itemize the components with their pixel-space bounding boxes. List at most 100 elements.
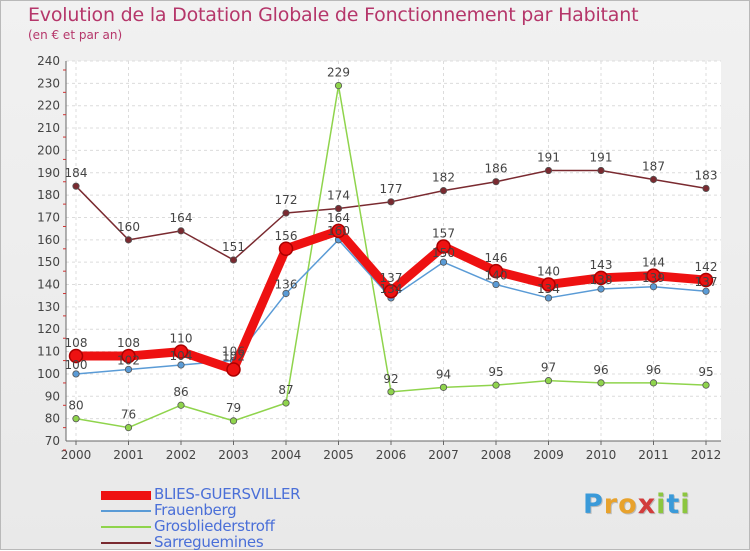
x-tick-label: 2000 (61, 448, 92, 462)
data-label-sarreguemines: 186 (485, 162, 508, 176)
data-point-frauenberg (492, 280, 500, 289)
y-tick-label: 190 (37, 166, 60, 180)
y-tick-label: 140 (37, 278, 60, 292)
data-label-blies-guersviller: 156 (275, 229, 298, 243)
data-point-frauenberg (72, 370, 80, 378)
y-tick-label: 180 (37, 188, 60, 202)
legend-swatch-sarreguemines (101, 542, 151, 544)
x-tick-label: 2008 (481, 448, 512, 462)
data-point-grosbliederstroff (544, 377, 553, 385)
x-tick-label: 2011 (638, 448, 669, 462)
y-tick-label: 70 (45, 434, 60, 448)
logo-letter: o (618, 489, 638, 520)
data-point-sarreguemines (702, 184, 710, 193)
data-point-sarreguemines (649, 175, 658, 184)
chart-subtitle: (en € et par an) (28, 28, 123, 42)
data-label-frauenberg: 137 (695, 275, 718, 289)
data-point-frauenberg (439, 258, 448, 266)
y-tick-label: 90 (45, 389, 60, 403)
data-label-frauenberg: 102 (117, 353, 140, 367)
x-tick-label: 2003 (218, 448, 249, 462)
data-label-sarreguemines: 191 (590, 151, 613, 165)
data-point-sarreguemines (334, 204, 343, 213)
data-label-sarreguemines: 160 (117, 220, 140, 234)
y-tick-label: 110 (37, 345, 60, 359)
data-label-frauenberg: 100 (65, 358, 88, 372)
x-tick-label: 2012 (691, 448, 722, 462)
data-point-sarreguemines (387, 198, 395, 206)
data-point-blies-guersviller (173, 344, 189, 359)
data-label-sarreguemines: 183 (695, 168, 718, 182)
data-label-frauenberg: 138 (590, 273, 613, 287)
y-tick-label: 230 (37, 76, 60, 90)
data-label-blies-guersviller: 110 (170, 332, 193, 346)
data-point-frauenberg (177, 361, 185, 369)
data-point-grosbliederstroff (649, 379, 658, 387)
data-point-grosbliederstroff (282, 399, 290, 407)
y-tick-label: 130 (37, 300, 60, 314)
x-tick-label: 2009 (533, 448, 564, 462)
data-label-grosbliederstroff: 92 (383, 372, 398, 386)
data-point-blies-guersviller (593, 270, 609, 286)
data-label-sarreguemines: 164 (170, 211, 193, 225)
data-label-blies-guersviller: 142 (695, 260, 718, 274)
data-label-grosbliederstroff: 96 (646, 363, 661, 377)
x-tick-label: 2005 (323, 448, 354, 462)
data-point-grosbliederstroff (702, 381, 710, 389)
data-label-grosbliederstroff: 94 (436, 367, 451, 381)
data-point-frauenberg (124, 365, 133, 374)
legend-item-blies-guersviller: BLIES-GUERSVILLER (101, 485, 361, 503)
data-label-sarreguemines: 174 (327, 189, 350, 203)
logo-letter: x (637, 489, 657, 520)
data-label-sarreguemines: 177 (380, 182, 403, 196)
legend-item-sarreguemines: Sarreguemines (101, 533, 361, 551)
data-point-grosbliederstroff (229, 417, 238, 425)
x-tick-label: 2006 (376, 448, 407, 462)
y-tick-label: 160 (37, 233, 60, 247)
data-point-grosbliederstroff (439, 383, 448, 391)
data-point-blies-guersviller (541, 277, 556, 292)
data-label-blies-guersviller: 137 (380, 271, 403, 285)
data-label-frauenberg: 106 (222, 345, 245, 359)
data-point-grosbliederstroff (387, 388, 395, 396)
data-label-blies-guersviller: 108 (65, 336, 88, 350)
data-label-frauenberg: 104 (170, 349, 193, 363)
data-label-frauenberg: 134 (537, 282, 560, 296)
x-tick-label: 2002 (166, 448, 197, 462)
data-label-grosbliederstroff: 229 (327, 66, 350, 80)
data-label-frauenberg: 139 (642, 271, 665, 285)
data-label-grosbliederstroff: 80 (68, 399, 83, 413)
x-tick-label: 2007 (428, 448, 459, 462)
data-label-frauenberg: 134 (380, 282, 403, 296)
data-point-blies-guersviller (278, 241, 294, 257)
data-label-grosbliederstroff: 95 (488, 365, 503, 379)
legend-swatch-frauenberg (101, 510, 151, 512)
y-tick-label: 170 (37, 210, 60, 224)
data-label-frauenberg: 136 (275, 277, 298, 291)
y-tick-label: 240 (37, 54, 60, 68)
logo-letter: t (666, 489, 681, 520)
data-label-blies-guersviller: 143 (590, 258, 613, 272)
data-label-grosbliederstroff: 76 (121, 408, 136, 422)
data-point-grosbliederstroff (177, 401, 185, 409)
legend-label-frauenberg: Frauenberg (154, 501, 237, 519)
data-point-blies-guersviller (698, 272, 714, 288)
data-label-sarreguemines: 172 (275, 193, 298, 207)
y-tick-label: 200 (37, 143, 60, 157)
data-point-blies-guersviller (383, 283, 399, 299)
data-point-frauenberg (282, 289, 290, 298)
data-point-sarreguemines (439, 187, 448, 195)
data-label-blies-guersviller: 164 (327, 211, 350, 225)
data-label-sarreguemines: 182 (432, 171, 455, 185)
data-point-sarreguemines (544, 166, 553, 175)
data-point-blies-guersviller (121, 348, 136, 364)
data-point-frauenberg (702, 287, 710, 295)
data-point-sarreguemines (177, 227, 185, 235)
data-label-blies-guersviller: 140 (537, 265, 560, 279)
data-label-sarreguemines: 184 (65, 166, 88, 180)
chart-legend: BLIES-GUERSVILLER Frauenberg Grosbliederst… (101, 485, 361, 551)
y-tick-label: 120 (37, 322, 60, 336)
data-label-grosbliederstroff: 87 (278, 383, 293, 397)
